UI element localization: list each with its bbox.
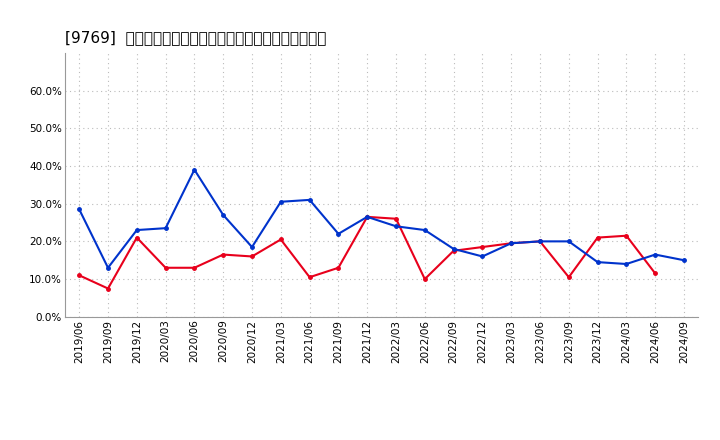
- 有利子負債: [622, 261, 631, 267]
- 現顔金: [392, 216, 400, 221]
- 有利子負債: [564, 239, 573, 244]
- 有利子負債: [478, 254, 487, 259]
- 現顔金: [132, 235, 141, 240]
- 現顔金: [449, 248, 458, 253]
- 有利子負債: [449, 246, 458, 252]
- 有利子負債: [392, 224, 400, 229]
- 現顔金: [334, 265, 343, 271]
- 有利子負債: [305, 197, 314, 202]
- 有利子負債: [132, 227, 141, 233]
- 有利子負債: [420, 227, 429, 233]
- 現顔金: [104, 286, 112, 291]
- 有利子負債: [75, 207, 84, 212]
- 有利子負債: [219, 213, 228, 218]
- 有利子負債: [161, 226, 170, 231]
- 有利子負債: [651, 252, 660, 257]
- 現顔金: [536, 239, 544, 244]
- 有利子負債: [593, 260, 602, 265]
- 現顔金: [190, 265, 199, 271]
- 有利子負債: [190, 167, 199, 172]
- 現顔金: [363, 214, 372, 220]
- 有利子負債: [104, 265, 112, 271]
- 現顔金: [651, 271, 660, 276]
- 現顔金: [276, 237, 285, 242]
- 現顔金: [248, 254, 256, 259]
- 有利子負債: [536, 239, 544, 244]
- 有利子負債: [363, 214, 372, 220]
- Text: [9769]  現預金、有利子負債の総資産に対する比率の推移: [9769] 現預金、有利子負債の総資産に対する比率の推移: [65, 29, 326, 45]
- 現顔金: [420, 276, 429, 282]
- 有利子負債: [507, 241, 516, 246]
- 現顔金: [622, 233, 631, 238]
- 現顔金: [593, 235, 602, 240]
- 現顔金: [305, 275, 314, 280]
- 現顔金: [161, 265, 170, 271]
- 現顔金: [219, 252, 228, 257]
- 現顔金: [75, 273, 84, 278]
- 有利子負債: [680, 257, 688, 263]
- Line: 現顔金: 現顔金: [78, 215, 657, 290]
- 現顔金: [478, 244, 487, 249]
- Line: 有利子負債: 有利子負債: [78, 168, 685, 270]
- 現顔金: [507, 241, 516, 246]
- 現顔金: [564, 275, 573, 280]
- 有利子負債: [334, 231, 343, 236]
- 有利子負債: [276, 199, 285, 205]
- 有利子負債: [248, 244, 256, 249]
